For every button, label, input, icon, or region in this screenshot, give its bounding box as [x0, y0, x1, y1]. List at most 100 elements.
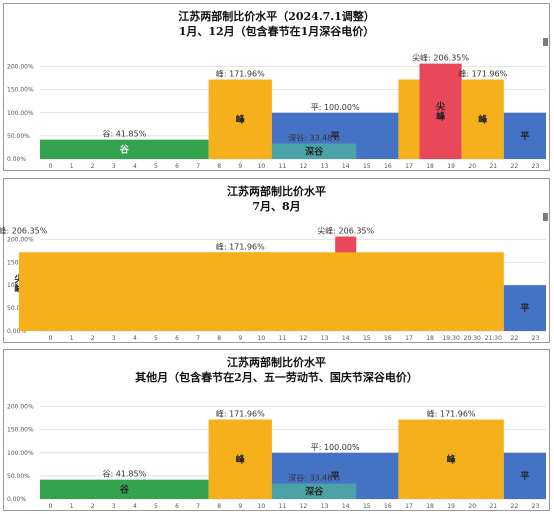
y-tick-label: 0.00% — [7, 156, 26, 163]
x-tick-label: 12 — [300, 163, 308, 170]
x-tick-label: 1 — [70, 335, 74, 342]
chart-subtitle: 7月、8月 — [252, 200, 301, 213]
data-label: 峰: 171.96% — [216, 409, 265, 419]
x-tick-label: 2 — [91, 335, 95, 342]
data-label: 峰: 171.96% — [216, 69, 265, 79]
x-tick-label: 7 — [196, 163, 200, 170]
bar-label: 峰 — [236, 113, 246, 125]
bar — [208, 419, 272, 499]
x-tick-label: 3 — [112, 335, 116, 342]
x-tick-label: 7 — [196, 335, 200, 342]
x-tick-label: 6 — [175, 503, 179, 510]
scrollbar-thumb[interactable] — [543, 213, 548, 221]
bar-label: 平 — [520, 303, 529, 314]
bar — [461, 79, 504, 159]
bar-label: 谷 — [120, 483, 130, 495]
data-label: 峰: 171.96% — [427, 409, 476, 419]
bar-label: 峰 — [447, 453, 457, 465]
x-tick-label: 0 — [49, 503, 53, 510]
bar-label: 深谷 — [305, 145, 324, 157]
x-tick-label: 1 — [70, 503, 74, 510]
x-tick-label: 3 — [112, 163, 116, 170]
data-label: 尖峰: 206.35% — [0, 226, 48, 236]
x-tick-label: 15 — [363, 503, 371, 510]
y-tick-label: 100.00% — [7, 450, 34, 457]
data-label: 峰: 171.96% — [458, 69, 507, 79]
bar — [503, 452, 546, 499]
x-tick-label: 17 — [405, 335, 413, 342]
x-tick-label: 4 — [133, 163, 137, 170]
x-tick-label: 4 — [133, 335, 137, 342]
x-tick-label: 2 — [91, 503, 95, 510]
chart-subtitle: 其他月（包含春节在2月、五一劳动节、国庆节深谷电价） — [135, 371, 418, 384]
data-label: 深谷: 33.48% — [288, 134, 340, 143]
x-tick-label: 23 — [532, 335, 540, 342]
x-tick-label: 21 — [489, 503, 497, 510]
bar-label: 平 — [331, 471, 340, 482]
x-tick-label: 17 — [405, 163, 413, 170]
chart-panel-jan-dec: 江苏两部制比价水平（2024.7.1调整） 1月、12月（包含春节在1月深谷电价… — [3, 3, 550, 171]
y-tick-label: 0.00% — [7, 328, 26, 335]
y-tick-label: 150.00% — [7, 87, 34, 94]
bar — [398, 419, 504, 499]
x-tick-label: 13 — [321, 503, 329, 510]
x-tick-label: 12 — [300, 335, 308, 342]
y-tick-label: 200.00% — [7, 64, 34, 71]
y-tick-label: 150.00% — [7, 427, 34, 434]
x-tick-label: 10 — [258, 503, 266, 510]
x-tick-label: 22 — [511, 163, 519, 170]
bar — [503, 285, 546, 331]
y-tick-label: 200.00% — [7, 404, 34, 411]
chart-panel-other-months: 江苏两部制比价水平 其他月（包含春节在2月、五一劳动节、国庆节深谷电价） 0.0… — [3, 349, 550, 511]
x-tick-label: 10 — [258, 163, 266, 170]
x-tick-label: 9 — [238, 335, 242, 342]
bar-chart-other-months: 0.00% 50.00% 100.00% 150.00% 200.00% 谷 谷: 41.8… — [7, 404, 546, 510]
chart-title: 江苏两部制比价水平 — [227, 356, 326, 369]
data-label: 平: 100.00% — [311, 103, 360, 112]
x-tick-label: 1 — [70, 163, 74, 170]
x-tick-label: 17 — [405, 503, 413, 510]
data-label: 谷: 41.85% — [102, 130, 146, 139]
bar-label: 尖峰 — [436, 100, 446, 122]
data-label: 深谷: 33.48% — [288, 474, 340, 483]
bar-label: 平 — [331, 131, 340, 142]
x-tick-label: 0 — [49, 335, 53, 342]
x-tick-label: 15 — [363, 163, 371, 170]
x-tick-label: 20:30 — [464, 335, 481, 342]
y-tick-label: 50.00% — [7, 473, 30, 480]
chart-title: 江苏两部制比价水平 — [227, 185, 326, 198]
x-tick-label: 8 — [217, 163, 221, 170]
x-tick-label: 14 — [342, 335, 350, 342]
y-tick-label: 50.00% — [7, 133, 30, 140]
scrollbar-thumb[interactable] — [543, 38, 548, 46]
x-tick-label: 16 — [384, 503, 392, 510]
x-tick-label: 22 — [511, 335, 519, 342]
x-tick-label: 18 — [426, 335, 434, 342]
bar — [419, 63, 462, 159]
y-tick-label: 50.00% — [7, 305, 30, 312]
x-tick-label: 9 — [238, 503, 242, 510]
x-tick-label: 3 — [112, 503, 116, 510]
y-tick-label: 100.00% — [7, 110, 34, 117]
chart-title: 江苏两部制比价水平（2024.7.1调整） — [178, 10, 375, 23]
y-tick-label: 0.00% — [7, 496, 26, 503]
bar — [271, 483, 357, 499]
x-tick-label: 20 — [468, 163, 476, 170]
x-tick-label: 2 — [91, 163, 95, 170]
bar — [503, 112, 546, 159]
x-tick-label: 8 — [217, 503, 221, 510]
x-tick-label: 12 — [300, 503, 308, 510]
bar — [40, 479, 209, 499]
x-tick-label: 14 — [342, 503, 350, 510]
x-tick-label: 6 — [175, 163, 179, 170]
bar-chart-jan-dec: 0.00% 50.00% 100.00% 150.00% 200.00% 谷 谷: 41.8… — [7, 53, 546, 170]
x-tick-label: 0 — [49, 163, 53, 170]
x-tick-label: 10 — [258, 335, 266, 342]
x-tick-label: 21:30 — [485, 335, 502, 342]
data-label: 尖峰: 206.35% — [412, 53, 469, 63]
bar-label: 谷 — [120, 143, 130, 155]
bar — [208, 79, 272, 159]
x-tick-label: 16 — [384, 163, 392, 170]
bar — [271, 143, 357, 159]
bar-label: 峰 — [478, 113, 488, 125]
